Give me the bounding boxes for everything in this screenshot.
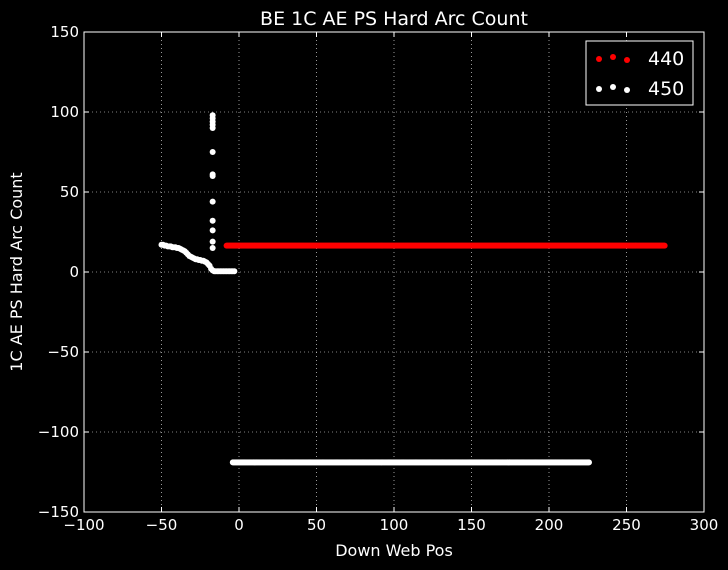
points-layer <box>158 112 668 466</box>
series-450 <box>158 112 592 466</box>
x-tick-label: 0 <box>234 516 244 534</box>
x-tick-label: 150 <box>457 516 486 534</box>
y-axis-label: 1C AE PS Hard Arc Count <box>7 172 26 371</box>
point-450 <box>209 171 216 178</box>
y-tick-label: −150 <box>38 503 79 521</box>
point-450 <box>209 198 216 205</box>
y-tick-label: 150 <box>50 23 79 41</box>
x-tick-label: 100 <box>380 516 409 534</box>
legend-marker-440 <box>596 54 630 63</box>
point-450 <box>209 217 216 224</box>
y-tick-label: 100 <box>50 103 79 121</box>
y-tick-label: 50 <box>60 183 79 201</box>
y-tick-label: −50 <box>47 343 79 361</box>
legend: 440 450 <box>585 40 694 106</box>
point-450 <box>209 245 216 251</box>
point-450 <box>209 227 216 234</box>
y-tick-label: 0 <box>69 263 79 281</box>
point-450 <box>209 112 216 119</box>
series-440 <box>223 242 668 249</box>
point-450 <box>209 238 216 245</box>
y-tick-label: −100 <box>38 423 79 441</box>
legend-label-440: 440 <box>648 48 684 70</box>
legend-box <box>585 40 694 106</box>
grid-layer <box>84 32 704 512</box>
legend-marker-450 <box>596 84 630 93</box>
x-tick-label: 50 <box>307 516 326 534</box>
x-tick-label: 300 <box>690 516 719 534</box>
x-tick-label: −50 <box>146 516 178 534</box>
x-tick-label: 200 <box>535 516 564 534</box>
ticks-layer: −100 −50 0 50 100 150 200 250 300−150−100−500501… <box>38 23 719 534</box>
point-440 <box>661 242 668 249</box>
chart-title: BE 1C AE PS Hard Arc Count <box>260 8 528 30</box>
x-tick-label: −100 <box>63 516 104 534</box>
point-450 <box>209 149 216 155</box>
point-450 <box>231 268 238 275</box>
legend-label-450: 450 <box>648 78 684 100</box>
point-450 <box>585 459 592 466</box>
x-tick-label: 250 <box>612 516 641 534</box>
x-axis-label: Down Web Pos <box>335 541 453 560</box>
